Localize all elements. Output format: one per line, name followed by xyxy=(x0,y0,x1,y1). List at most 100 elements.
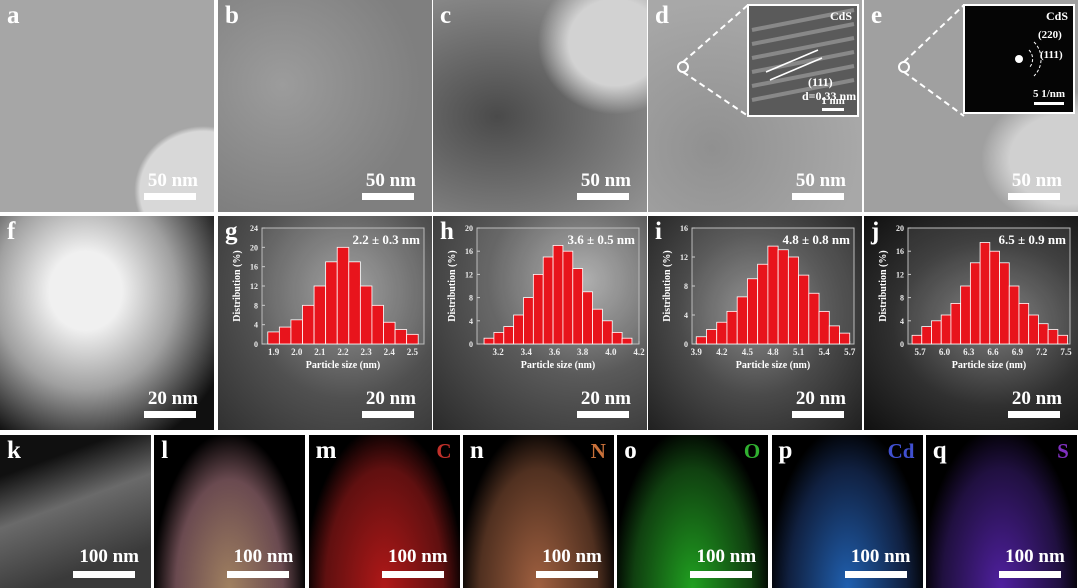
scale-bar-label: 100 nm xyxy=(696,546,757,567)
panel: b 50 nm xyxy=(218,0,432,212)
bar xyxy=(736,296,748,345)
panel-label: h xyxy=(440,218,454,245)
bar xyxy=(960,285,971,345)
inset-title: CdS xyxy=(830,9,852,23)
scale-bar-label: 100 nm xyxy=(850,546,911,567)
zoom-line xyxy=(682,4,749,63)
panel-label: n xyxy=(469,437,484,464)
scale-bar-label: 100 nm xyxy=(233,546,294,567)
x-tick-label: 5.7 xyxy=(915,347,927,357)
diffraction-ring xyxy=(1028,49,1034,69)
bar xyxy=(1028,314,1039,345)
bar xyxy=(999,262,1010,345)
y-tick-label: 8 xyxy=(684,282,688,291)
lattice-fringe xyxy=(751,8,855,32)
scale-bar xyxy=(1008,193,1060,200)
panel-label: g xyxy=(225,218,238,245)
panel: e 50 nm CdS (220) (111) 5 1/nm xyxy=(864,0,1078,212)
bar xyxy=(726,310,738,345)
x-tick-label: 6.0 xyxy=(939,347,951,357)
element-label: S xyxy=(1057,439,1069,463)
panel: j 20 nm 5.7 6.0 6.3 6.6 6.9 7.2 7.5 0 4 8 12 16 20 6.5 … xyxy=(864,216,1078,430)
scale-bar xyxy=(362,193,414,200)
panel-label: p xyxy=(778,437,793,464)
y-tick-label: 16 xyxy=(465,247,473,256)
panel-label: e xyxy=(871,2,883,29)
zoom-line xyxy=(682,71,749,117)
y-tick-label: 4 xyxy=(254,321,258,330)
diffraction-spot xyxy=(1015,55,1023,63)
panel-label: a xyxy=(7,2,20,29)
x-tick-label: 5.7 xyxy=(844,347,856,357)
panel: g 20 nm 1.9 2.0 2.1 2.2 2.3 2.4 2.5 0 4 8 12 16 20 24 2.… xyxy=(218,216,432,430)
bar xyxy=(394,329,408,345)
x-tick-label: 2.1 xyxy=(314,347,326,357)
scale-bar xyxy=(844,571,907,578)
bar xyxy=(493,332,505,345)
bar xyxy=(601,320,613,345)
y-tick-label: 4 xyxy=(684,311,688,320)
bar xyxy=(828,325,840,345)
lattice-fringe xyxy=(751,36,855,60)
bar xyxy=(940,314,952,345)
histogram: 1.9 2.0 2.1 2.2 2.3 2.4 2.5 0 4 8 12 16 20 24 2.2 ± 0.… xyxy=(232,224,425,371)
x-tick-label: 3.6 xyxy=(549,347,561,357)
scale-bar xyxy=(690,571,753,578)
bar xyxy=(950,303,962,345)
x-tick-label: 4.2 xyxy=(716,347,728,357)
x-tick-label: 6.3 xyxy=(963,347,975,357)
bar xyxy=(798,274,810,345)
plane-label: (111) xyxy=(808,75,833,89)
panel: q 100 nm S xyxy=(925,435,1077,588)
scale-bar-label: 100 nm xyxy=(387,546,448,567)
y-axis-label: Distribution (%) xyxy=(878,250,889,321)
bar xyxy=(787,256,799,345)
bar xyxy=(532,274,544,345)
bar xyxy=(839,332,851,345)
element-label: N xyxy=(590,439,606,463)
x-axis-label: Particle size (nm) xyxy=(521,360,595,371)
bar xyxy=(1047,329,1059,345)
scale-bar-label: 50 nm xyxy=(1011,170,1062,191)
bar xyxy=(325,261,338,345)
zoom-circle xyxy=(898,61,910,73)
panel: a 50 nm xyxy=(0,0,214,212)
lattice-fringe xyxy=(751,50,855,74)
y-tick-label: 0 xyxy=(900,340,904,349)
bar xyxy=(503,326,515,345)
x-tick-label: 4.8 xyxy=(767,347,779,357)
panel: o 100 nm O xyxy=(617,435,769,588)
y-tick-label: 20 xyxy=(896,224,904,233)
histogram: 3.2 3.4 3.6 3.8 4.0 4.2 0 4 8 12 16 20 3.6 ± 0.5 nm P… xyxy=(447,224,645,371)
panel-label: d xyxy=(655,2,669,29)
bar xyxy=(542,256,554,345)
bar xyxy=(747,278,759,345)
y-tick-label: 20 xyxy=(250,243,258,252)
bar xyxy=(523,297,534,345)
panel-label: c xyxy=(440,2,452,29)
x-tick-label: 7.5 xyxy=(1060,347,1072,357)
bar xyxy=(513,314,524,345)
y-tick-label: 12 xyxy=(465,270,473,279)
zoom-line xyxy=(903,4,965,63)
inset-overlay: CdS (111)d=0.33 nm1 nm xyxy=(677,4,859,117)
x-tick-label: 2.0 xyxy=(291,347,303,357)
element-label: C xyxy=(436,439,452,463)
panel: n 100 nm N xyxy=(462,435,614,588)
scale-bar-label: 20 nm xyxy=(795,388,846,409)
bar xyxy=(621,337,633,345)
y-tick-label: 0 xyxy=(469,340,473,349)
scale-bar xyxy=(577,411,629,418)
bar xyxy=(348,261,361,345)
scale-bar-label: 20 nm xyxy=(1011,388,1062,409)
x-tick-label: 3.9 xyxy=(691,347,703,357)
plane-line xyxy=(765,49,819,73)
element-label: Cd xyxy=(887,439,915,463)
scale-bar xyxy=(227,571,290,578)
panel-label: l xyxy=(161,437,169,464)
x-tick-label: 4.0 xyxy=(605,347,617,357)
y-axis-label: Distribution (%) xyxy=(447,250,458,321)
lattice-fringe xyxy=(751,78,855,102)
bar xyxy=(757,263,769,345)
